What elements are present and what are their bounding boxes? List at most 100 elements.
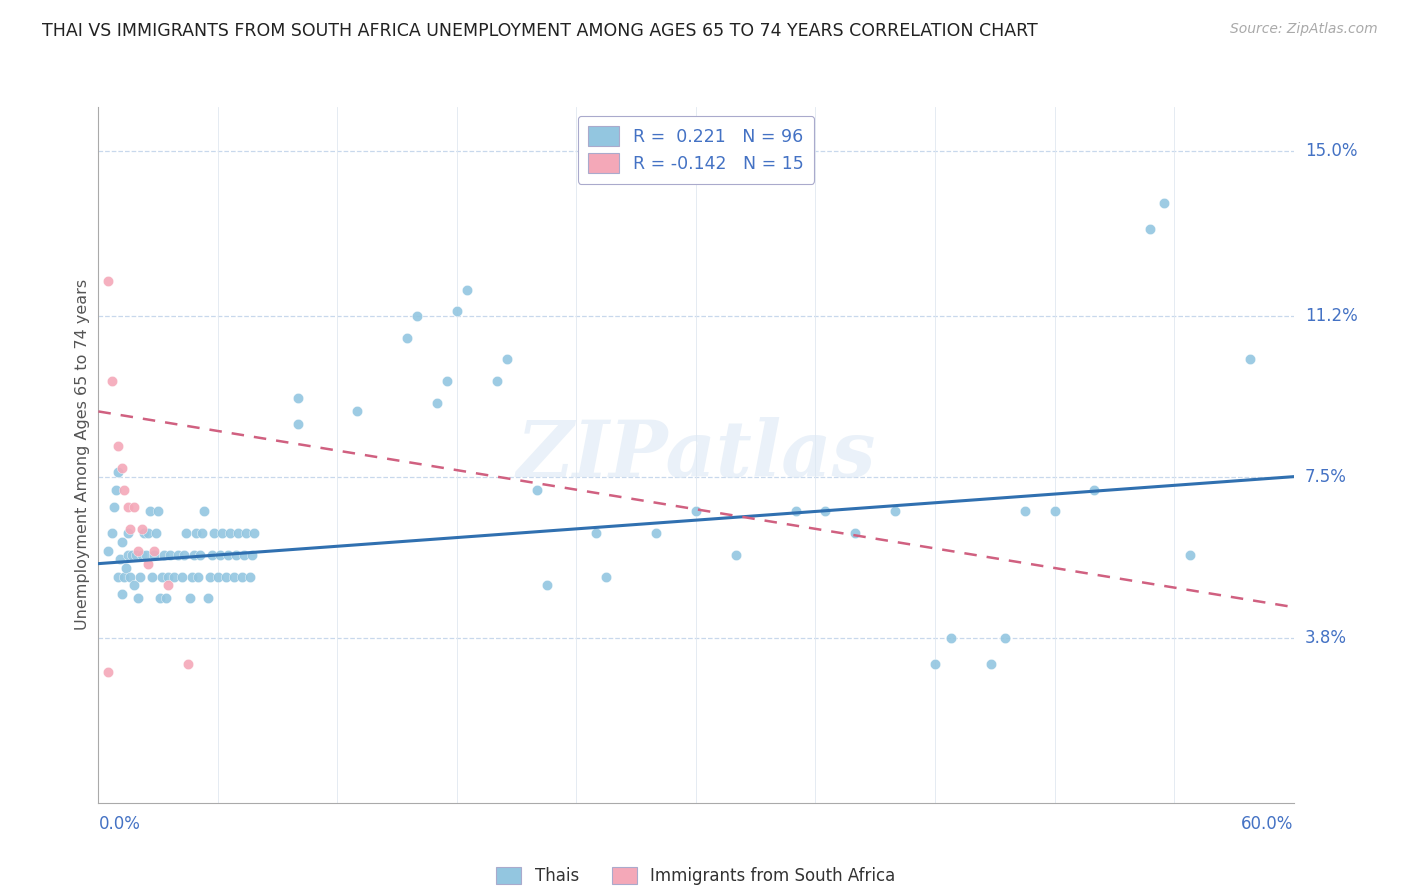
Point xyxy=(215,570,238,584)
Point xyxy=(225,548,247,562)
Point xyxy=(685,504,707,518)
Point xyxy=(117,526,139,541)
Point xyxy=(177,657,200,671)
Point xyxy=(111,461,134,475)
Point xyxy=(111,587,134,601)
Point xyxy=(485,374,508,388)
Point xyxy=(1043,504,1066,518)
Point xyxy=(149,591,172,606)
Point xyxy=(193,504,215,518)
Point xyxy=(287,417,309,432)
Point xyxy=(107,570,129,584)
Point xyxy=(167,548,190,562)
Text: 11.2%: 11.2% xyxy=(1305,307,1357,325)
Point xyxy=(231,570,253,584)
Point xyxy=(814,504,837,518)
Point xyxy=(125,548,148,562)
Point xyxy=(526,483,548,497)
Point xyxy=(131,522,153,536)
Point xyxy=(287,392,309,406)
Point xyxy=(143,543,166,558)
Point xyxy=(211,526,233,541)
Point xyxy=(117,548,139,562)
Point xyxy=(1083,483,1105,497)
Point xyxy=(243,526,266,541)
Point xyxy=(219,526,242,541)
Point xyxy=(131,548,153,562)
Point xyxy=(844,526,866,541)
Point xyxy=(120,570,142,584)
Point xyxy=(101,526,124,541)
Point xyxy=(155,591,177,606)
Point xyxy=(105,483,128,497)
Text: ZIPatlas: ZIPatlas xyxy=(516,417,876,493)
Point xyxy=(346,404,368,418)
Point xyxy=(994,631,1017,645)
Point xyxy=(456,283,478,297)
Point xyxy=(240,548,263,562)
Point xyxy=(198,570,221,584)
Point xyxy=(785,504,807,518)
Point xyxy=(239,570,262,584)
Point xyxy=(112,483,135,497)
Point xyxy=(115,561,138,575)
Point xyxy=(183,548,205,562)
Point xyxy=(117,500,139,514)
Point xyxy=(585,526,607,541)
Point xyxy=(181,570,204,584)
Point xyxy=(191,526,214,541)
Point xyxy=(645,526,668,541)
Point xyxy=(153,548,176,562)
Point xyxy=(396,330,419,344)
Text: THAI VS IMMIGRANTS FROM SOUTH AFRICA UNEMPLOYMENT AMONG AGES 65 TO 74 YEARS CORR: THAI VS IMMIGRANTS FROM SOUTH AFRICA UNE… xyxy=(42,22,1038,40)
Point xyxy=(173,548,195,562)
Point xyxy=(174,526,197,541)
Text: 3.8%: 3.8% xyxy=(1305,629,1347,647)
Point xyxy=(136,557,159,571)
Y-axis label: Unemployment Among Ages 65 to 74 years: Unemployment Among Ages 65 to 74 years xyxy=(75,279,90,631)
Point xyxy=(406,309,429,323)
Point xyxy=(111,535,134,549)
Point xyxy=(208,548,231,562)
Point xyxy=(197,591,219,606)
Point xyxy=(536,578,558,592)
Point xyxy=(157,570,180,584)
Point xyxy=(939,631,962,645)
Point xyxy=(235,526,257,541)
Point xyxy=(150,570,173,584)
Point xyxy=(127,543,149,558)
Point xyxy=(884,504,907,518)
Point xyxy=(232,548,254,562)
Legend: Thais, Immigrants from South Africa: Thais, Immigrants from South Africa xyxy=(489,860,903,891)
Text: 60.0%: 60.0% xyxy=(1241,815,1294,833)
Point xyxy=(107,439,129,453)
Point xyxy=(120,522,142,536)
Point xyxy=(159,548,181,562)
Point xyxy=(436,374,458,388)
Point xyxy=(124,500,146,514)
Point xyxy=(172,570,194,584)
Point xyxy=(595,570,617,584)
Point xyxy=(145,526,167,541)
Point xyxy=(207,570,229,584)
Point xyxy=(980,657,1002,671)
Point xyxy=(121,548,143,562)
Point xyxy=(1178,548,1201,562)
Point xyxy=(724,548,747,562)
Point xyxy=(426,396,449,410)
Point xyxy=(124,578,146,592)
Point xyxy=(217,548,239,562)
Point xyxy=(101,374,124,388)
Point xyxy=(143,548,166,562)
Point xyxy=(136,526,159,541)
Text: 0.0%: 0.0% xyxy=(98,815,141,833)
Point xyxy=(188,548,211,562)
Point xyxy=(141,570,163,584)
Point xyxy=(179,591,201,606)
Point xyxy=(163,570,186,584)
Point xyxy=(924,657,946,671)
Point xyxy=(134,526,156,541)
Text: Source: ZipAtlas.com: Source: ZipAtlas.com xyxy=(1230,22,1378,37)
Point xyxy=(148,504,170,518)
Point xyxy=(187,570,209,584)
